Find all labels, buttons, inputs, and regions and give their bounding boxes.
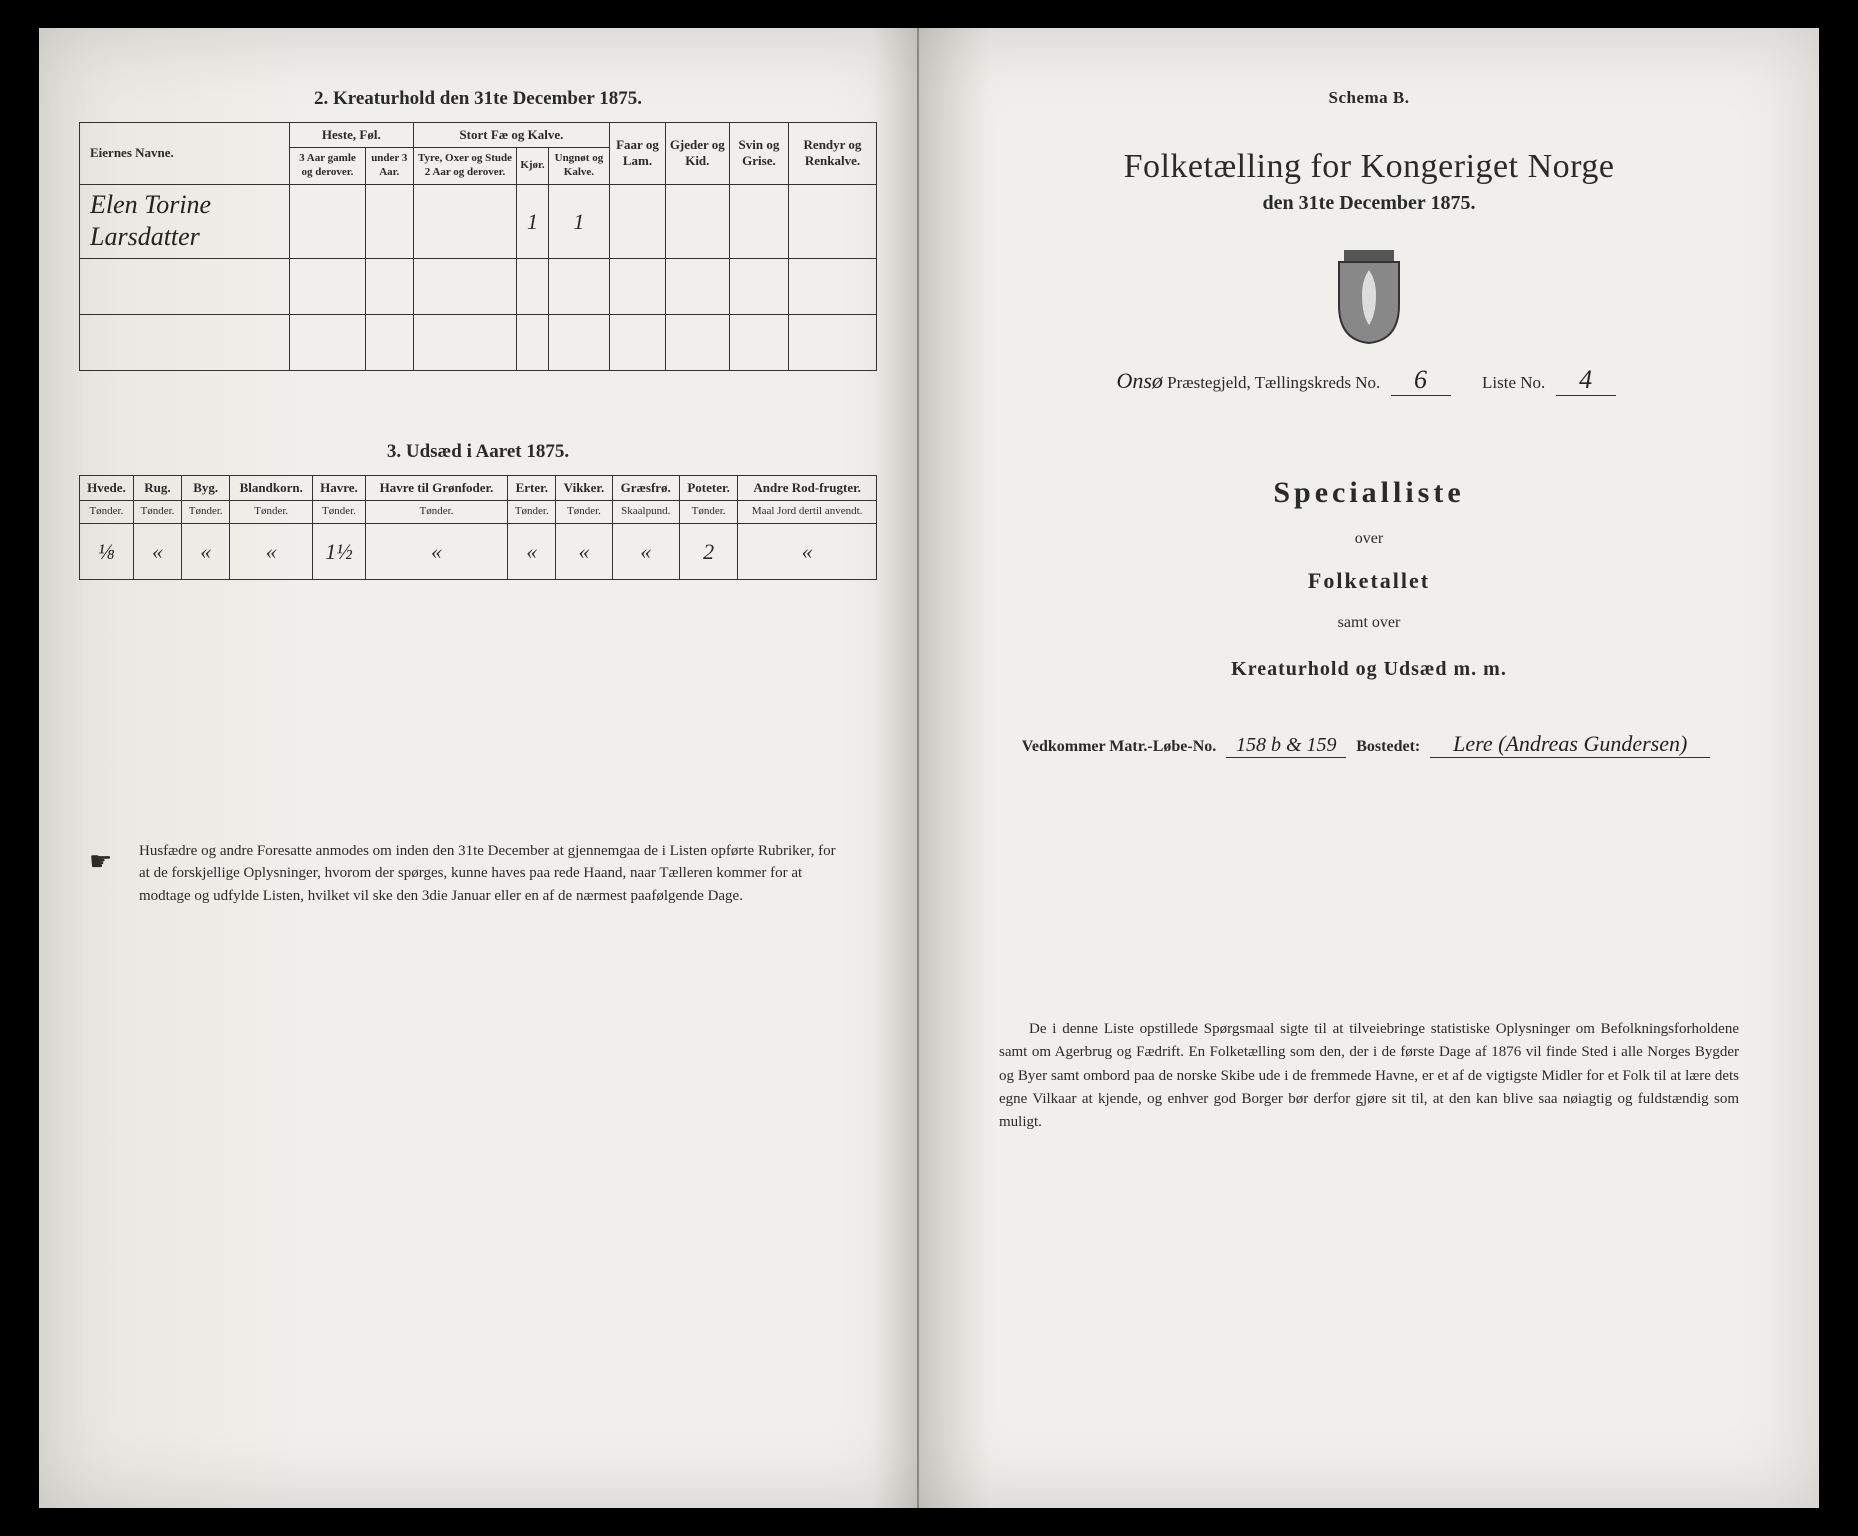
unit: Tønder. <box>230 501 313 524</box>
th: Blandkorn. <box>230 475 313 500</box>
unit: Maal Jord dertil anvendt. <box>738 501 877 524</box>
cell: « <box>230 523 313 579</box>
matr-no: 158 b & 159 <box>1226 734 1346 758</box>
unit: Tønder. <box>365 501 507 524</box>
liste-label: Liste No. <box>1482 373 1545 392</box>
right-page: Schema B. Folketælling for Kongeriget No… <box>919 28 1819 1508</box>
th: Havre. <box>313 475 366 500</box>
th: Hvede. <box>80 475 134 500</box>
book-spread: 2. Kreaturhold den 31te December 1875. E… <box>39 28 1819 1508</box>
table-row <box>80 314 877 370</box>
cell-ung: 1 <box>548 184 610 258</box>
census-subtitle: den 31te December 1875. <box>959 192 1779 215</box>
th-heste-b: under 3 Aar. <box>365 148 413 185</box>
th-stort-a: Tyre, Oxer og Stude 2 Aar og derover. <box>413 148 517 185</box>
cell: « <box>738 523 877 579</box>
cell <box>665 184 729 258</box>
th-faar: Faar og Lam. <box>610 123 666 185</box>
unit: Tønder. <box>133 501 181 524</box>
pointer-icon: ☛ <box>89 842 112 881</box>
livestock-table: Eiernes Navne. Heste, Føl. Stort Fæ og K… <box>79 122 877 371</box>
liste-no: 4 <box>1556 365 1616 396</box>
parish-name: Onsø <box>1116 368 1162 393</box>
cell-name: Elen Torine Larsdatter <box>80 184 290 258</box>
th: Poteter. <box>679 475 737 500</box>
cell: 2 <box>679 523 737 579</box>
unit: Tønder. <box>679 501 737 524</box>
th-eier: Eiernes Navne. <box>80 123 290 185</box>
th: Rug. <box>133 475 181 500</box>
bosted-value: Lere (Andreas Gundersen) <box>1430 731 1710 758</box>
unit: Tønder. <box>182 501 230 524</box>
cell <box>729 184 788 258</box>
cell: « <box>612 523 679 579</box>
unit: Tønder. <box>80 501 134 524</box>
unit: Skaalpund. <box>612 501 679 524</box>
th-heste: Heste, Føl. <box>290 123 414 148</box>
bosted-label: Bostedet: <box>1356 738 1420 755</box>
table-row <box>80 258 877 314</box>
spec-kreaturhold: Kreaturhold og Udsæd m. m. <box>959 658 1779 681</box>
cell <box>610 184 666 258</box>
table-row: Elen Torine Larsdatter 1 1 <box>80 184 877 258</box>
th-svin: Svin og Grise. <box>729 123 788 185</box>
specialliste-title: Specialliste <box>959 476 1779 510</box>
spec-over: over <box>959 530 1779 548</box>
unit: Tønder. <box>556 501 612 524</box>
section3-title: 3. Udsæd i Aaret 1875. <box>79 441 877 463</box>
th: Havre til Grønfoder. <box>365 475 507 500</box>
parish-line: Onsø Præstegjeld, Tællingskreds No. 6 Li… <box>959 365 1779 396</box>
th-gjed: Gjeder og Kid. <box>665 123 729 185</box>
unit: Tønder. <box>508 501 556 524</box>
spec-samt: samt over <box>959 614 1779 632</box>
table-row: ⅛ « « « 1½ « « « « 2 « <box>80 523 877 579</box>
th-stort: Stort Fæ og Kalve. <box>413 123 610 148</box>
cell <box>413 184 517 258</box>
section2-title: 2. Kreaturhold den 31te December 1875. <box>79 88 877 110</box>
cell: « <box>182 523 230 579</box>
th-ren: Rendyr og Renkalve. <box>788 123 876 185</box>
th-stort-b: Kjør. <box>517 148 548 185</box>
cell: « <box>508 523 556 579</box>
unit: Tønder. <box>313 501 366 524</box>
cell: 1½ <box>313 523 366 579</box>
th-heste-a: 3 Aar gamle og derover. <box>290 148 366 185</box>
th: Byg. <box>182 475 230 500</box>
th: Erter. <box>508 475 556 500</box>
kreds-no: 6 <box>1391 365 1451 396</box>
left-page: 2. Kreaturhold den 31te December 1875. E… <box>39 28 919 1508</box>
th: Græsfrø. <box>612 475 679 500</box>
th: Vikker. <box>556 475 612 500</box>
matr-label: Vedkommer Matr.-Løbe-No. <box>1022 738 1217 755</box>
census-title: Folketælling for Kongeriget Norge <box>959 148 1779 186</box>
schema-label: Schema B. <box>959 88 1779 108</box>
th-stort-c: Ungnøt og Kalve. <box>548 148 610 185</box>
left-footnote: ☛ Husfædre og andre Foresatte anmodes om… <box>79 840 877 908</box>
cell <box>365 184 413 258</box>
matr-line: Vedkommer Matr.-Løbe-No. 158 b & 159 Bos… <box>959 731 1779 758</box>
spec-folketallet: Folketallet <box>959 568 1779 594</box>
right-footnote: De i denne Liste opstillede Spørgsmaal s… <box>959 1018 1779 1134</box>
cell <box>290 184 366 258</box>
seed-table: Hvede. Rug. Byg. Blandkorn. Havre. Havre… <box>79 475 877 580</box>
cell: « <box>133 523 181 579</box>
parish-label: Præstegjeld, Tællingskreds No. <box>1167 373 1380 392</box>
th: Andre Rod-frugter. <box>738 475 877 500</box>
cell: ⅛ <box>80 523 134 579</box>
cell-kjor: 1 <box>517 184 548 258</box>
coat-of-arms-icon <box>1324 245 1414 345</box>
cell: « <box>556 523 612 579</box>
cell: « <box>365 523 507 579</box>
footnote-text: Husfædre og andre Foresatte anmodes om i… <box>139 843 836 904</box>
cell <box>788 184 876 258</box>
